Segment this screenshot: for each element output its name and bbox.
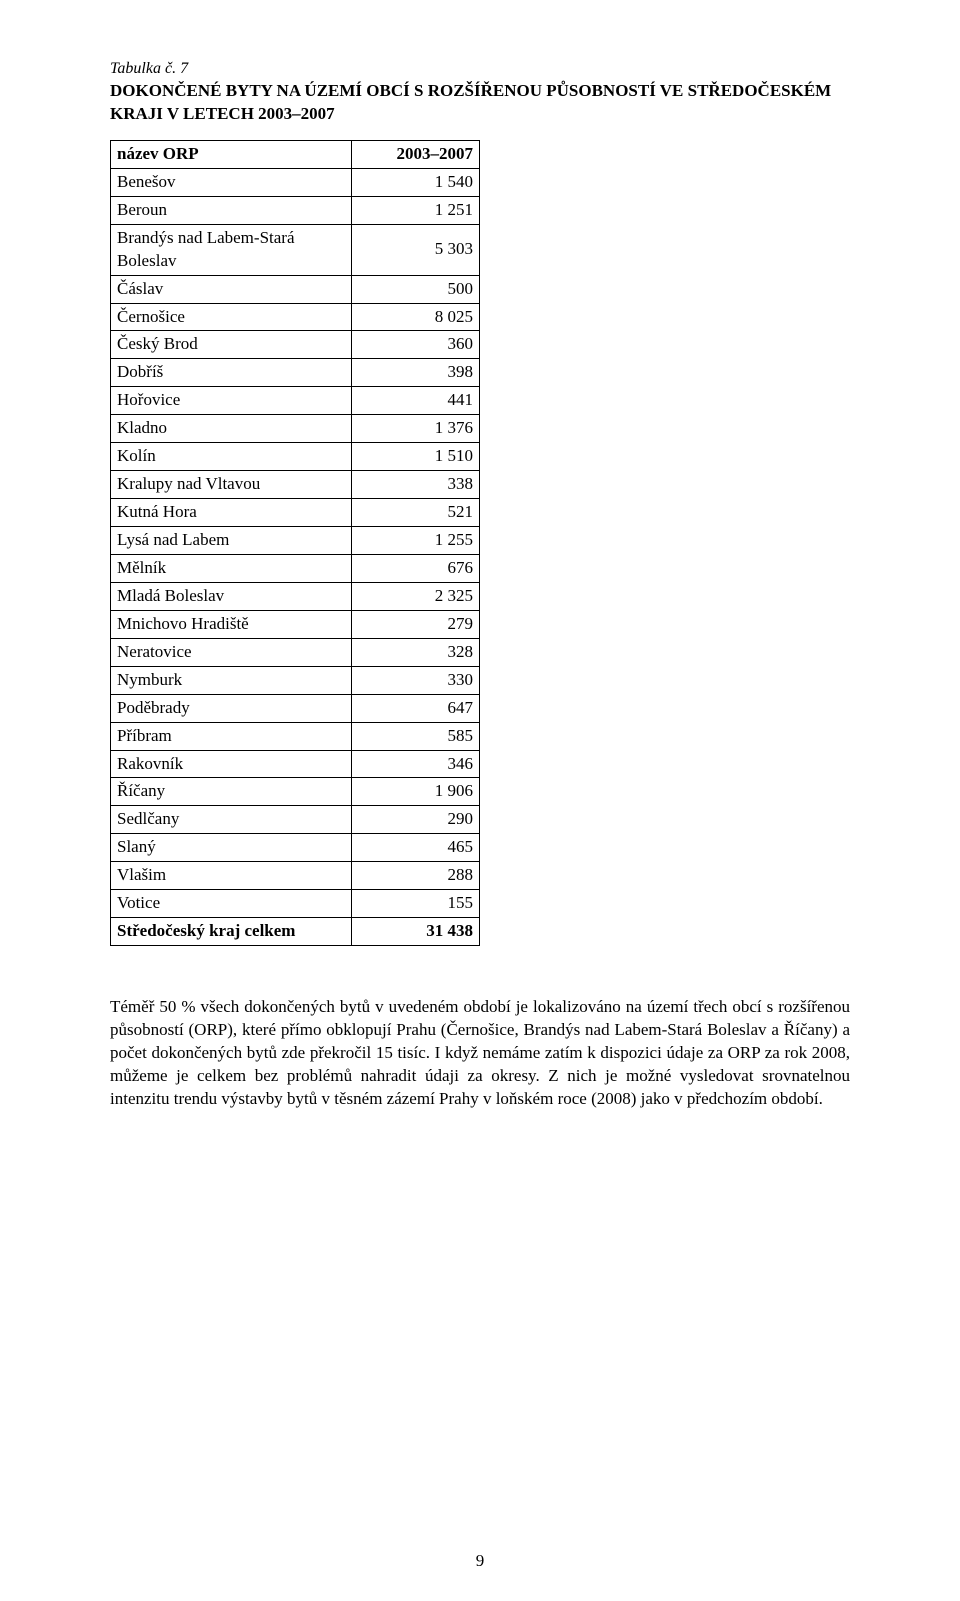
cell-name: Kladno [111, 415, 352, 443]
cell-value: 338 [352, 471, 480, 499]
cell-name: Kolín [111, 443, 352, 471]
cell-value: 288 [352, 862, 480, 890]
cell-name: Nymburk [111, 666, 352, 694]
cell-value: 585 [352, 722, 480, 750]
cell-value: 1 376 [352, 415, 480, 443]
cell-value: 2 325 [352, 582, 480, 610]
table-row: Poděbrady647 [111, 694, 480, 722]
col-header-period: 2003–2007 [352, 140, 480, 168]
cell-total-value: 31 438 [352, 918, 480, 946]
table-row: Rakovník346 [111, 750, 480, 778]
cell-value: 441 [352, 387, 480, 415]
cell-value: 521 [352, 499, 480, 527]
cell-value: 500 [352, 275, 480, 303]
cell-name: Český Brod [111, 331, 352, 359]
page-number: 9 [0, 1551, 960, 1571]
cell-name: Poděbrady [111, 694, 352, 722]
table-row: Lysá nad Labem1 255 [111, 527, 480, 555]
cell-name: Černošice [111, 303, 352, 331]
cell-name: Kralupy nad Vltavou [111, 471, 352, 499]
cell-name: Beroun [111, 196, 352, 224]
table-row: Benešov1 540 [111, 168, 480, 196]
cell-value: 465 [352, 834, 480, 862]
cell-name: Sedlčany [111, 806, 352, 834]
cell-value: 330 [352, 666, 480, 694]
table-row: Dobříš398 [111, 359, 480, 387]
table-header-row: název ORP 2003–2007 [111, 140, 480, 168]
cell-value: 290 [352, 806, 480, 834]
page: Tabulka č. 7 DOKONČENÉ BYTY NA ÚZEMÍ OBC… [0, 0, 960, 1601]
cell-name: Votice [111, 890, 352, 918]
data-table: název ORP 2003–2007 Benešov1 540Beroun1 … [110, 140, 480, 946]
cell-name: Benešov [111, 168, 352, 196]
table-row: Brandýs nad Labem-Stará Boleslav5 303 [111, 224, 480, 275]
cell-name: Lysá nad Labem [111, 527, 352, 555]
cell-value: 398 [352, 359, 480, 387]
cell-value: 1 255 [352, 527, 480, 555]
cell-name: Příbram [111, 722, 352, 750]
table-row: Slaný465 [111, 834, 480, 862]
cell-value: 5 303 [352, 224, 480, 275]
cell-name: Mnichovo Hradiště [111, 610, 352, 638]
cell-total-name: Středočeský kraj celkem [111, 918, 352, 946]
cell-value: 346 [352, 750, 480, 778]
table-row: Čáslav500 [111, 275, 480, 303]
cell-name: Říčany [111, 778, 352, 806]
table-row: Mnichovo Hradiště279 [111, 610, 480, 638]
cell-value: 279 [352, 610, 480, 638]
cell-name: Mladá Boleslav [111, 582, 352, 610]
table-row: Český Brod360 [111, 331, 480, 359]
cell-value: 155 [352, 890, 480, 918]
table-row: Mělník676 [111, 554, 480, 582]
cell-value: 360 [352, 331, 480, 359]
cell-name: Slaný [111, 834, 352, 862]
table-title: DOKONČENÉ BYTY NA ÚZEMÍ OBCÍ S ROZŠÍŘENO… [110, 80, 850, 126]
cell-value: 328 [352, 638, 480, 666]
table-row: Kolín1 510 [111, 443, 480, 471]
table-row: Votice155 [111, 890, 480, 918]
table-row: Nymburk330 [111, 666, 480, 694]
table-row: Příbram585 [111, 722, 480, 750]
cell-value: 1 510 [352, 443, 480, 471]
table-row: Mladá Boleslav2 325 [111, 582, 480, 610]
table-row: Černošice8 025 [111, 303, 480, 331]
table-row: Kralupy nad Vltavou338 [111, 471, 480, 499]
cell-name: Rakovník [111, 750, 352, 778]
cell-name: Mělník [111, 554, 352, 582]
table-total-row: Středočeský kraj celkem31 438 [111, 918, 480, 946]
cell-name: Brandýs nad Labem-Stará Boleslav [111, 224, 352, 275]
body-paragraph: Téměř 50 % všech dokončených bytů v uved… [110, 996, 850, 1111]
col-header-name: název ORP [111, 140, 352, 168]
cell-name: Hořovice [111, 387, 352, 415]
table-row: Vlašim288 [111, 862, 480, 890]
cell-name: Čáslav [111, 275, 352, 303]
table-caption: Tabulka č. 7 [110, 60, 850, 78]
cell-value: 1 906 [352, 778, 480, 806]
cell-name: Kutná Hora [111, 499, 352, 527]
table-row: Kutná Hora521 [111, 499, 480, 527]
cell-value: 676 [352, 554, 480, 582]
cell-name: Dobříš [111, 359, 352, 387]
cell-name: Vlašim [111, 862, 352, 890]
table-row: Říčany1 906 [111, 778, 480, 806]
table-row: Beroun1 251 [111, 196, 480, 224]
table-row: Hořovice441 [111, 387, 480, 415]
cell-value: 8 025 [352, 303, 480, 331]
table-row: Sedlčany290 [111, 806, 480, 834]
cell-name: Neratovice [111, 638, 352, 666]
cell-value: 1 540 [352, 168, 480, 196]
cell-value: 1 251 [352, 196, 480, 224]
cell-value: 647 [352, 694, 480, 722]
table-row: Kladno1 376 [111, 415, 480, 443]
table-row: Neratovice328 [111, 638, 480, 666]
